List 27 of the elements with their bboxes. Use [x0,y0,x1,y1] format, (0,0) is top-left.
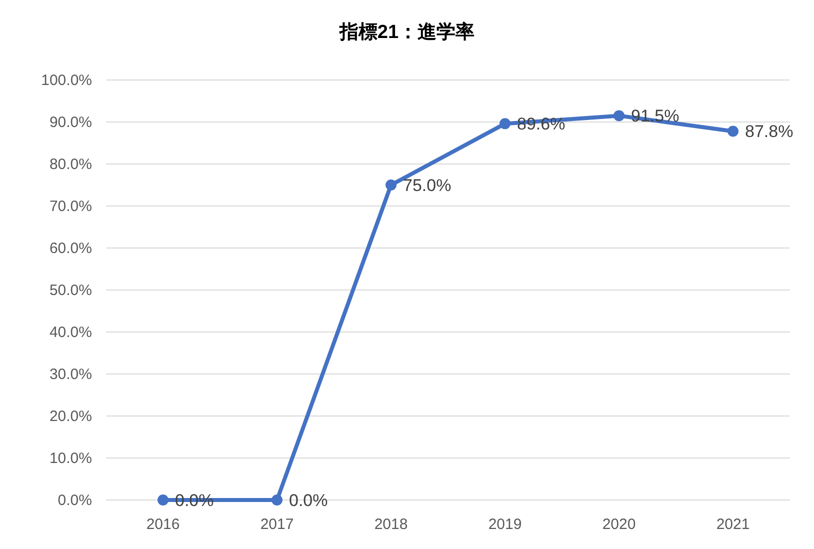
point [386,180,396,190]
x-tick-label: 2016 [146,516,180,533]
y-tick-label: 10.0% [49,450,92,467]
x-tick-label: 2021 [716,516,750,533]
data-label: 0.0% [289,491,328,510]
point [500,118,510,130]
x-tick-label: 2017 [260,516,294,533]
y-tick-label: 50.0% [49,282,92,299]
point [158,494,168,506]
y-tick-label: 80.0% [49,156,92,173]
data-label: 87.8% [745,122,794,142]
chart-title: 指標21：進学率 [338,21,475,43]
y-tick-label: 100.0% [41,72,92,89]
x-tick-label: 2020 [602,516,636,533]
data-label: 75.0% [403,176,452,195]
point [614,110,624,122]
y-tick-label: 20.0% [49,408,92,425]
point [728,126,738,137]
y-tick-label: 60.0% [49,240,92,257]
x-tick-label: 2018 [374,516,408,533]
y-tick-label: 40.0% [49,324,92,341]
x-tick-label: 2019 [488,516,522,533]
y-tick-label: 0.0% [58,492,92,509]
y-tick-label: 30.0% [49,366,92,383]
y-tick-label: 70.0% [49,198,92,215]
point [272,494,282,506]
y-tick-label: 90.0% [49,114,92,131]
